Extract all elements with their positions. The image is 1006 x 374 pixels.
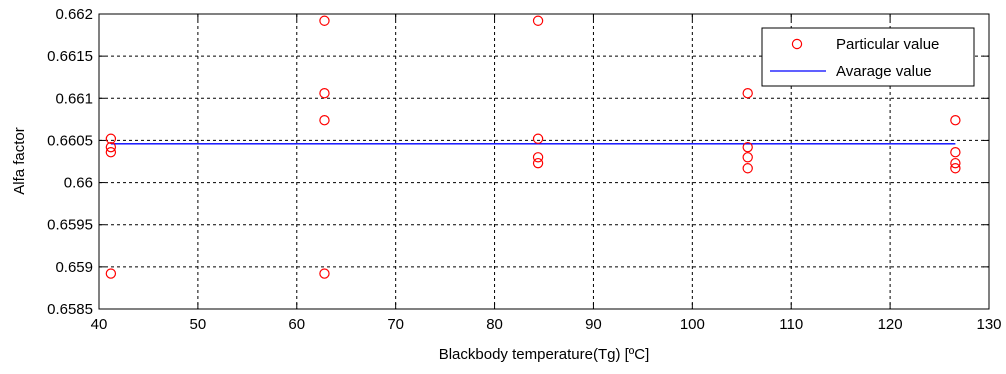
legend-label-particular: Particular value xyxy=(836,36,939,53)
data-point xyxy=(950,157,961,169)
legend-label-average: Avarage value xyxy=(836,63,932,80)
plot-frame xyxy=(98,13,990,310)
data-point xyxy=(319,114,330,126)
data-point xyxy=(742,152,753,163)
data-points xyxy=(105,15,961,279)
y-tick-label: 0.6605 xyxy=(47,132,93,149)
data-point xyxy=(742,88,753,99)
data-point xyxy=(319,268,330,279)
data-point xyxy=(532,152,544,163)
x-tick-label: 90 xyxy=(585,316,602,333)
y-axis-ticks: 0.6585 0.659 0.6595 0.66 0.6605 0.661 0.6615 0.… xyxy=(47,6,989,318)
x-axis-ticks: 40 50 60 70 80 90 100 110 120 130 xyxy=(91,14,1002,333)
y-tick-label: 0.6595 xyxy=(47,217,93,234)
x-axis-label: Blackbody temperature(Tg) [ºC] xyxy=(439,346,650,363)
y-tick-label: 0.6585 xyxy=(47,301,93,318)
y-tick-label: 0.6615 xyxy=(47,48,93,65)
x-tick-label: 40 xyxy=(91,316,108,333)
data-point xyxy=(532,157,544,169)
x-tick-label: 100 xyxy=(680,316,705,333)
x-tick-label: 110 xyxy=(779,316,803,333)
data-point xyxy=(742,163,753,174)
y-tick-label: 0.661 xyxy=(55,90,93,107)
data-point xyxy=(950,147,961,158)
x-tick-label: 70 xyxy=(387,316,404,333)
legend-marker-particular-icon xyxy=(791,38,803,50)
data-point xyxy=(950,163,961,174)
data-point xyxy=(105,133,117,144)
x-tick-label: 120 xyxy=(878,316,903,333)
data-point xyxy=(742,141,753,153)
y-tick-label: 0.662 xyxy=(55,6,93,23)
data-point xyxy=(105,147,117,158)
x-tick-label: 80 xyxy=(486,316,503,333)
data-point xyxy=(319,88,330,99)
legend: Particular value Avarage value xyxy=(761,27,975,87)
data-point xyxy=(532,15,544,26)
data-point xyxy=(105,268,117,279)
data-point xyxy=(105,141,117,153)
x-tick-label: 130 xyxy=(976,316,1001,333)
y-tick-label: 0.66 xyxy=(64,175,93,192)
data-point xyxy=(532,133,544,144)
y-axis-label: Alfa factor xyxy=(11,127,28,195)
x-tick-label: 60 xyxy=(288,316,305,333)
legend-box xyxy=(761,27,975,87)
data-point xyxy=(950,114,961,126)
x-tick-label: 50 xyxy=(190,316,207,333)
data-point xyxy=(319,15,330,26)
y-tick-label: 0.659 xyxy=(55,259,93,276)
